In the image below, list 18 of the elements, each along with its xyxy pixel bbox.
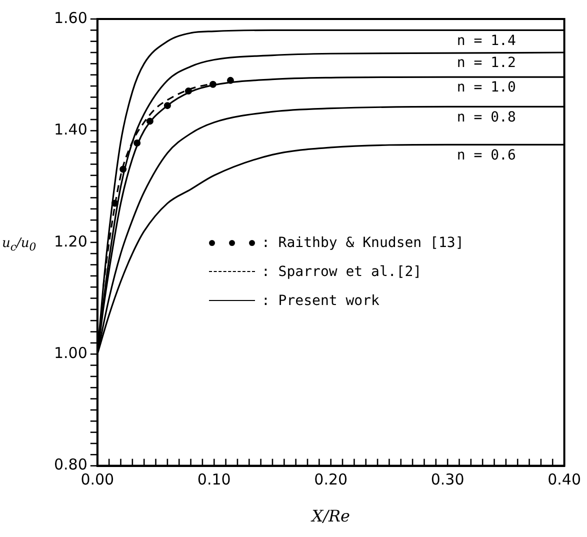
x-tick-label: 0.20	[314, 470, 348, 489]
annotation: n = 1.2	[456, 55, 516, 72]
annotation: n = 1.0	[456, 80, 516, 96]
legend-label: : Raithby & Knudsen [13]	[261, 234, 464, 251]
y-tick-label: 1.20	[54, 232, 88, 250]
annotation: n = 1.4	[456, 32, 516, 49]
x-tick-label: 0.10	[197, 470, 231, 489]
y-tick-label: 1.00	[54, 344, 88, 362]
y-tick-label: 1.40	[54, 120, 88, 139]
legend-label: : Sparrow et al.[2]	[261, 264, 422, 280]
annotation: n = 0.6	[456, 147, 516, 164]
x-axis-title: X/Re	[310, 506, 350, 526]
x-tick-label: 0.40	[548, 470, 582, 489]
legend-label: : Present work	[261, 292, 380, 309]
x-tick-label: 0.30	[430, 470, 464, 489]
y-axis-title: u$_{c}$/u$_{0}$	[2, 236, 36, 254]
annotation: n = 0.8	[456, 109, 516, 126]
y-tick-label: 1.60	[54, 8, 88, 27]
